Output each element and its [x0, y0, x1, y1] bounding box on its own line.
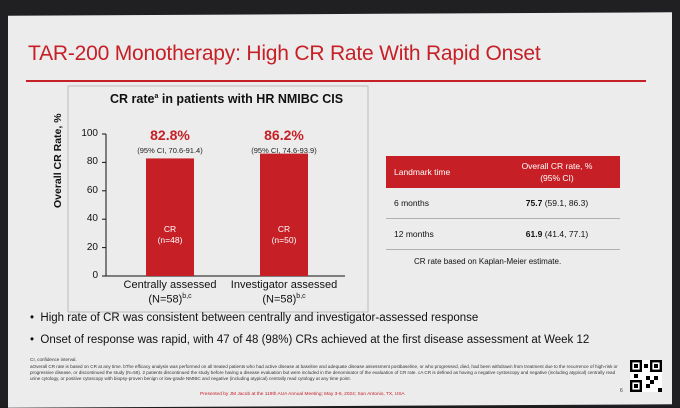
table-cell-rate-value: 61.9: [525, 229, 543, 239]
y-tick-label: 60: [86, 184, 98, 196]
y-tick-label: 80: [86, 156, 98, 168]
table-header-rate-line1: Overall CR rate, %: [521, 161, 593, 171]
x-category-name: Investigator assessed: [230, 279, 338, 291]
y-tick-label: 100: [81, 128, 98, 139]
x-category-name: Centrally assessed: [123, 279, 217, 291]
chart-title: CR ratea in patients with HR NMIBC CIS: [110, 92, 343, 106]
table-cell-time: 6 months: [386, 188, 494, 219]
y-tick-label: 0: [92, 270, 98, 281]
table-note: CR rate based on Kaplan-Meier estimate.: [414, 257, 562, 266]
table-cell-rate-ci: (41.4, 77.1): [544, 229, 589, 239]
bar-inner-label-line: (n=50): [271, 235, 297, 245]
y-tick-label: 40: [86, 213, 98, 225]
table-cell-rate-ci: (59.1, 86.3): [544, 198, 589, 208]
table-cell-rate: 61.9 (41.4, 77.1): [494, 218, 620, 250]
bar-ci-label: (95% CI, 74.6-93.9): [251, 146, 317, 155]
chart-frame: [67, 85, 369, 313]
landmark-table: Landmark time Overall CR rate, % (95% CI)…: [386, 156, 620, 250]
footnote-text: aOverall CR rate is based on CR at any t…: [30, 364, 618, 381]
bar-inner-label-line: CR: [277, 224, 291, 234]
x-category-n: (N=58)b,c: [262, 293, 306, 306]
qr-code-icon: [630, 360, 662, 392]
page-number: 6: [620, 388, 623, 394]
bullet-text: High rate of CR was consistent between c…: [40, 312, 479, 324]
chart-title-superscript: a: [154, 92, 159, 100]
bar: [260, 153, 308, 276]
bar-inner-label: CR (n=48): [150, 224, 190, 246]
table-cell-time: 12 months: [386, 218, 494, 250]
bar-value-label: 82.8%: [150, 127, 190, 143]
x-category-footnote-mark: b,c: [296, 293, 306, 300]
bar-ci-label: (95% CI, 70.6-91.4): [137, 146, 203, 155]
bar-inner-label-line: (n=48): [157, 235, 183, 245]
x-category-footnote-mark: b,c: [182, 293, 192, 300]
presented-by: Presented by JM Jacob at the 119th AUA A…: [200, 392, 405, 397]
bar: [146, 158, 194, 276]
table-header-rate: Overall CR rate, % (95% CI): [494, 156, 620, 188]
table-cell-rate-value: 75.7: [525, 198, 543, 208]
table-cell-rate: 75.7 (59.1, 86.3): [494, 188, 620, 219]
table-row: 12 months 61.9 (41.4, 77.1): [386, 218, 620, 250]
y-axis-label: Overall CR Rate, %: [52, 113, 64, 208]
title-rule: [26, 80, 646, 82]
x-category-n: (N=58)b,c: [148, 293, 192, 306]
table-row: 6 months 75.7 (59.1, 86.3): [386, 188, 620, 219]
bullet-text: Onset of response was rapid, with 47 of …: [40, 334, 590, 346]
table-header-rate-line2: (95% CI): [540, 173, 574, 183]
bullet-item: • Onset of response was rapid, with 47 o…: [30, 334, 590, 346]
x-category-label: Investigator assessed (N=58)b,c: [219, 279, 349, 306]
bar-value-label: 86.2%: [264, 127, 304, 143]
chart-title-suffix: in patients with HR NMIBC CIS: [158, 92, 344, 106]
table-header-time: Landmark time: [386, 156, 494, 188]
x-category-label: Centrally assessed (N=58)b,c: [105, 279, 235, 306]
chart-title-text: CR rate: [110, 92, 155, 106]
footnote-abbrev: CI, confidence interval.: [30, 357, 77, 362]
table-header-row: Landmark time Overall CR rate, % (95% CI): [386, 156, 620, 188]
slide-title: TAR-200 Monotherapy: High CR Rate With R…: [28, 42, 541, 65]
bar-inner-label: CR (n=50): [264, 224, 304, 246]
bar-inner-label-line: CR: [163, 224, 177, 234]
y-tick-label: 20: [86, 241, 98, 253]
bullet-item: • High rate of CR was consistent between…: [30, 312, 479, 324]
